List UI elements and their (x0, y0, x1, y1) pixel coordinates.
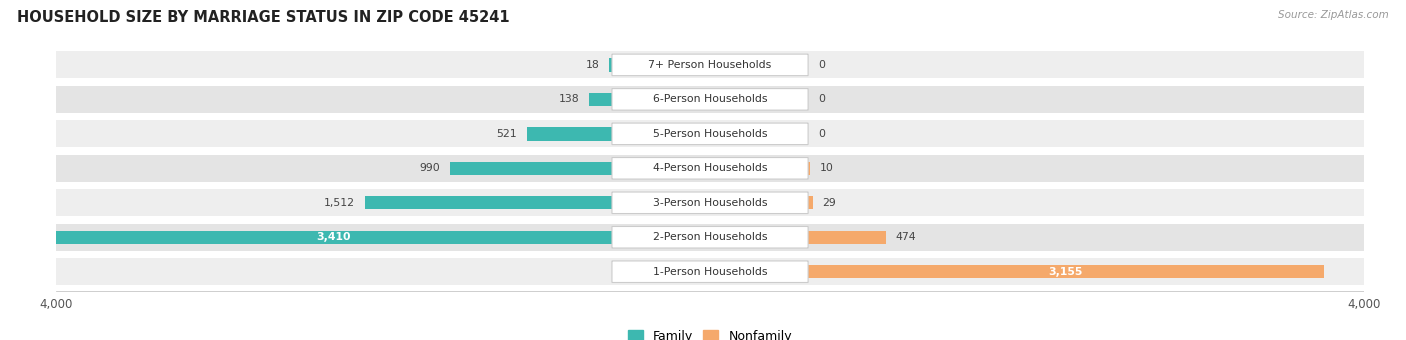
Bar (55, 231, 612, 244)
Text: 3-Person Households: 3-Person Households (652, 198, 768, 208)
FancyBboxPatch shape (612, 123, 808, 144)
Bar (450, 162, 612, 175)
Text: 2-Person Households: 2-Person Households (652, 232, 768, 242)
FancyBboxPatch shape (612, 157, 808, 179)
Bar (808, 231, 886, 244)
Bar (56, 86, 1364, 113)
FancyBboxPatch shape (612, 261, 808, 283)
Bar (56, 51, 1364, 78)
Text: 138: 138 (560, 95, 579, 104)
FancyBboxPatch shape (612, 89, 808, 110)
Bar (527, 127, 612, 140)
Bar (808, 265, 1324, 278)
Text: 474: 474 (896, 232, 915, 242)
Text: 521: 521 (496, 129, 517, 139)
Text: 5-Person Households: 5-Person Households (652, 129, 768, 139)
Text: 10: 10 (820, 163, 834, 173)
Text: 1-Person Households: 1-Person Households (652, 267, 768, 277)
Bar (609, 58, 612, 72)
Bar (56, 189, 1364, 216)
Bar (56, 120, 1364, 147)
Bar (56, 258, 1364, 285)
Text: 6-Person Households: 6-Person Households (652, 95, 768, 104)
Text: 3,155: 3,155 (1049, 267, 1083, 277)
Text: 29: 29 (823, 198, 837, 208)
Text: 1,512: 1,512 (323, 198, 356, 208)
Legend: Family, Nonfamily: Family, Nonfamily (623, 325, 797, 340)
Text: HOUSEHOLD SIZE BY MARRIAGE STATUS IN ZIP CODE 45241: HOUSEHOLD SIZE BY MARRIAGE STATUS IN ZIP… (17, 10, 509, 25)
Bar (589, 92, 612, 106)
FancyBboxPatch shape (612, 226, 808, 248)
Text: 3,410: 3,410 (316, 232, 350, 242)
Text: 7+ Person Households: 7+ Person Households (648, 60, 772, 70)
Text: 0: 0 (818, 95, 825, 104)
Text: 0: 0 (818, 60, 825, 70)
Text: Source: ZipAtlas.com: Source: ZipAtlas.com (1278, 10, 1389, 20)
Text: 4-Person Households: 4-Person Households (652, 163, 768, 173)
Text: 18: 18 (585, 60, 599, 70)
Bar (56, 155, 1364, 182)
FancyBboxPatch shape (612, 192, 808, 214)
Text: 0: 0 (818, 129, 825, 139)
Bar (808, 196, 813, 209)
Bar (364, 196, 612, 209)
Bar (56, 224, 1364, 251)
FancyBboxPatch shape (612, 54, 808, 75)
Text: 990: 990 (419, 163, 440, 173)
Bar (808, 162, 810, 175)
